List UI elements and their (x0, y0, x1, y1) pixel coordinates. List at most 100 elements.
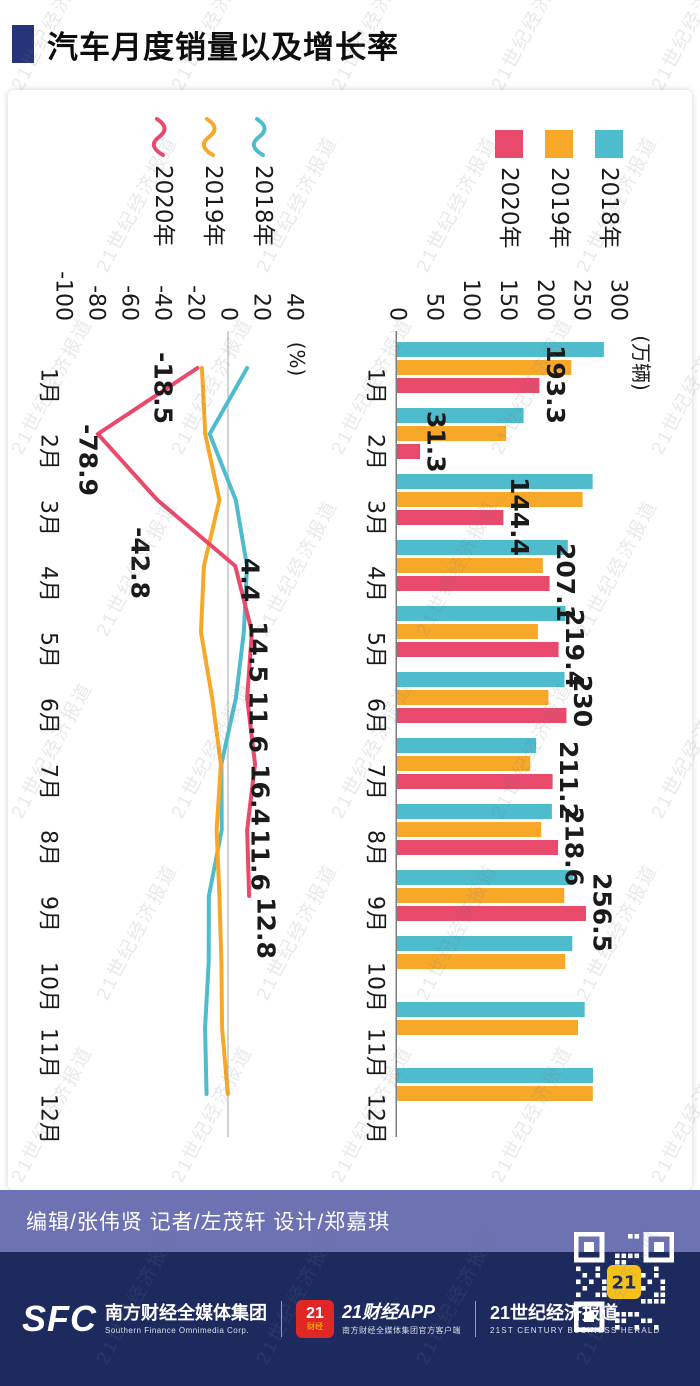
bar-2018年 (397, 1002, 585, 1017)
bar-2018年 (397, 870, 574, 885)
bar-axis-tick: 0 (385, 307, 410, 321)
qr-module (647, 1299, 653, 1304)
bar-2019年 (397, 690, 549, 705)
chart-card: 0 50 100 150 200 250 300 (万辆) 40 20 0 -20 -40 -60 -80-… (8, 90, 692, 1190)
bar-month-label: 12月 (363, 1094, 388, 1144)
line-axis-tick: -100 (51, 271, 76, 321)
line-axis-tick: -80 (84, 285, 109, 321)
qr-module (576, 1266, 581, 1272)
bar-value-label: 211.2 (554, 741, 583, 820)
sfc-name-en: Southern Finance Omnimedia Corp. (105, 1326, 250, 1336)
app-badge-number: 21 (306, 1305, 324, 1323)
bar-value-label: 219.4 (560, 609, 589, 688)
bar-2019年 (397, 822, 542, 837)
line-2020年 (95, 366, 258, 898)
bar-2018年 (397, 936, 573, 951)
bar-2019年 (396, 426, 507, 441)
line-month-label: 3月 (36, 500, 61, 536)
line-legend-swatch (251, 117, 267, 157)
bar-month-label: 7月 (363, 764, 388, 800)
credits-strip: 编辑/张伟贤 记者/左茂轩 设计/郑嘉琪 (0, 1190, 700, 1252)
bar-2020年 (397, 576, 550, 591)
qr-module (643, 1231, 675, 1263)
line-legend-label: 2018年 (250, 165, 276, 247)
bar-month-label: 8月 (363, 830, 388, 866)
bar-month-label: 5月 (363, 632, 388, 668)
qr-module (589, 1279, 594, 1285)
line-axis-tick: -40 (150, 285, 175, 321)
qr-module (584, 1242, 594, 1252)
qr-module (615, 1318, 620, 1324)
bar-2020年 (397, 378, 540, 393)
qr-module (660, 1299, 666, 1304)
sfc-logo-text: SFC (22, 1298, 97, 1339)
app-name: 21财经APP (342, 1301, 436, 1322)
bar-axis-tick: 300 (606, 279, 631, 321)
qr-module (576, 1279, 581, 1285)
divider (475, 1301, 476, 1337)
divider (281, 1301, 282, 1337)
bar-axis-unit: (万辆) (629, 335, 653, 391)
line-month-label: 10月 (36, 962, 61, 1012)
line-month-label: 1月 (36, 368, 61, 404)
qr-module (595, 1273, 601, 1278)
bar-2018年 (396, 804, 552, 819)
qr-module (660, 1292, 666, 1298)
qr-code: 21 (573, 1231, 675, 1333)
qr-svg: 21 (573, 1231, 675, 1333)
qr-module (641, 1299, 646, 1304)
bar-axis-tick: 50 (421, 293, 446, 321)
qr-module (654, 1292, 659, 1298)
qr-module (628, 1234, 633, 1239)
bar-month-label: 4月 (363, 566, 388, 602)
qr-module (602, 1286, 607, 1291)
line-month-label: 2月 (36, 434, 61, 470)
bar-2019年 (397, 954, 566, 969)
qr-module (628, 1253, 633, 1259)
qr-module (615, 1325, 620, 1330)
bar-2018年 (397, 738, 537, 753)
bar-value-label: 256.5 (587, 873, 616, 952)
line-value-label: -42.8 (126, 527, 155, 599)
bar-2019年 (397, 360, 572, 375)
qr-center-badge (607, 1265, 641, 1299)
qr-module (573, 1231, 605, 1263)
bar-2020年 (397, 708, 567, 723)
qr-module (602, 1279, 607, 1285)
qr-module (582, 1286, 588, 1291)
rotated-chart-canvas: 0 50 100 150 200 250 300 (万辆) 40 20 0 -20 -40 -60 -80-… (35, 95, 655, 1185)
qr-module (595, 1292, 601, 1298)
bar-2018年 (396, 672, 565, 687)
bar-axis-tick: 250 (569, 279, 594, 321)
bar-legend-swatch (545, 130, 573, 158)
app-logo: 21 财经 21财经APP 南方财经全媒体集团官方客户端 (296, 1300, 461, 1338)
line-month-label: 11月 (36, 1028, 61, 1078)
qr-module (621, 1260, 627, 1265)
line-value-label: 12.8 (252, 897, 281, 959)
app-subtitle: 南方财经全媒体集团官方客户端 (342, 1326, 461, 1336)
line-value-label: 16.4 (246, 764, 275, 826)
bar-legend-swatch (595, 130, 623, 158)
bar-2018年 (396, 408, 524, 423)
bar-2018年 (397, 1068, 594, 1083)
bar-value-label: 207.1 (551, 543, 580, 622)
bar-2020年 (396, 444, 421, 459)
qr-module (615, 1260, 620, 1265)
bar-2018年 (397, 474, 593, 489)
line-value-label: 14.5 (244, 621, 273, 683)
bar-2019年 (397, 492, 583, 507)
bar-value-label: 230 (568, 675, 597, 727)
qr-module (595, 1266, 601, 1272)
app-badge-caption: 财经 (307, 1322, 323, 1332)
qr-module (641, 1273, 646, 1278)
qr-module (582, 1273, 588, 1278)
line-2019年 (198, 366, 230, 1096)
line-2018年 (203, 366, 250, 1096)
bar-month-label: 11月 (363, 1028, 388, 1078)
qr-badge-text: 21 (611, 1273, 636, 1294)
bar-value-label: 193.3 (541, 345, 570, 424)
bar-2019年 (397, 1086, 593, 1101)
line-axis-tick: -20 (183, 285, 208, 321)
qr-module (660, 1286, 666, 1291)
line-axis-tick: 0 (216, 307, 241, 321)
